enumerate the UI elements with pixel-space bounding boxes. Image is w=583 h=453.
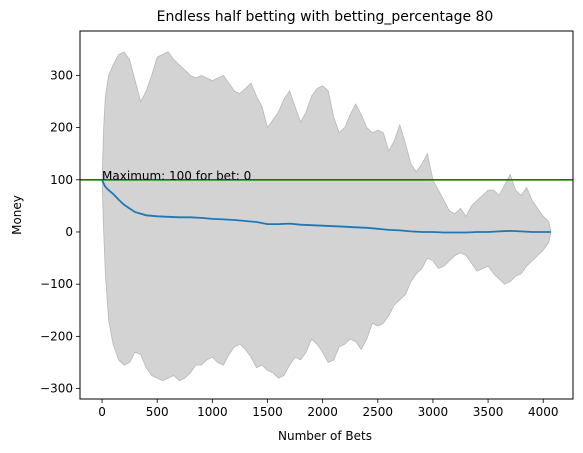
y-tick-label: 0 xyxy=(65,225,73,239)
x-axis-label: Number of Bets xyxy=(278,429,372,443)
x-tick-label: 0 xyxy=(98,405,106,419)
y-tick-label: −300 xyxy=(40,382,73,396)
x-tick-label: 1500 xyxy=(252,405,283,419)
x-axis-ticks: 0 500 1000 1500 2000 2500 3000 3500 4000 xyxy=(98,399,558,419)
x-tick-label: 2000 xyxy=(307,405,338,419)
y-tick-label: 100 xyxy=(50,173,73,187)
plot-area: Maximum: 100 for bet: 0 xyxy=(80,51,573,382)
x-tick-label: 3000 xyxy=(418,405,449,419)
max-annotation: Maximum: 100 for bet: 0 xyxy=(102,169,251,183)
x-tick-label: 2500 xyxy=(363,405,394,419)
y-tick-label: 200 xyxy=(50,121,73,135)
y-axis-label: Money xyxy=(10,195,24,235)
x-tick-label: 3500 xyxy=(473,405,504,419)
x-tick-label: 1000 xyxy=(197,405,228,419)
x-tick-label: 4000 xyxy=(528,405,559,419)
y-tick-label: 300 xyxy=(50,68,73,82)
x-tick-label: 500 xyxy=(146,405,169,419)
plot-frame xyxy=(79,30,574,400)
y-tick-label: −200 xyxy=(40,329,73,343)
y-tick-label: −100 xyxy=(40,277,73,291)
mean-money-line xyxy=(101,179,551,234)
y-axis-ticks: −300 −200 −100 0 100 200 300 xyxy=(40,68,80,396)
chart-title: Endless half betting with betting_percen… xyxy=(157,9,494,25)
mean-layer xyxy=(101,179,551,234)
